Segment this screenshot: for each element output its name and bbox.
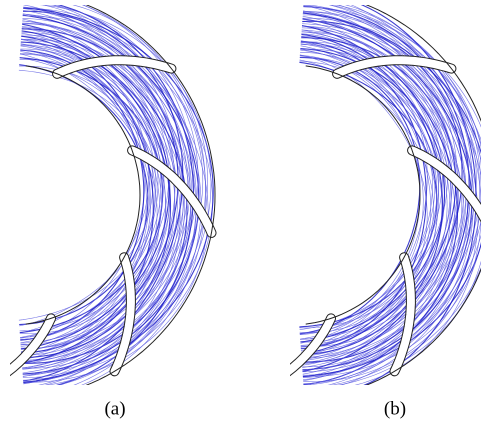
blade — [128, 146, 216, 237]
streamline — [299, 54, 428, 334]
streamline — [302, 23, 481, 368]
streamline — [20, 51, 151, 338]
streamline — [19, 57, 162, 332]
streamline — [299, 60, 438, 330]
outer-boundary — [314, 5, 481, 385]
streamline — [20, 49, 145, 341]
streamline — [19, 65, 154, 327]
streamline — [302, 12, 481, 377]
streamline — [299, 56, 436, 335]
blade — [10, 314, 55, 385]
panel-label: (a) — [104, 398, 125, 419]
blade — [290, 314, 335, 385]
streamline — [23, 8, 213, 381]
streamline — [301, 27, 451, 364]
streamline — [22, 20, 178, 369]
streamline-panel-b — [290, 5, 481, 385]
inner-boundary — [25, 65, 141, 325]
inner-boundary — [305, 65, 421, 325]
streamline — [302, 20, 463, 373]
streamline — [23, 10, 184, 382]
streamline — [300, 52, 433, 340]
streamline — [23, 6, 182, 384]
outer-boundary — [34, 5, 216, 385]
blade — [333, 56, 456, 78]
streamline — [302, 13, 463, 376]
streamline — [23, 8, 199, 385]
streamline — [22, 14, 200, 375]
streamline — [22, 20, 176, 370]
streamline — [22, 13, 197, 375]
streamline — [23, 5, 212, 385]
streamline — [302, 10, 481, 380]
streamline-panel-a — [10, 5, 217, 385]
streamline — [300, 40, 456, 347]
blade — [408, 146, 481, 237]
blade — [110, 253, 135, 376]
streamline — [302, 20, 451, 368]
streamline — [20, 39, 161, 349]
streamline — [301, 31, 453, 361]
blade — [390, 253, 415, 376]
blade — [53, 56, 176, 78]
streamline — [21, 32, 165, 360]
streamline — [302, 14, 458, 378]
streamline — [22, 13, 200, 377]
streamline — [302, 10, 481, 378]
panel-label: (b) — [384, 398, 406, 419]
